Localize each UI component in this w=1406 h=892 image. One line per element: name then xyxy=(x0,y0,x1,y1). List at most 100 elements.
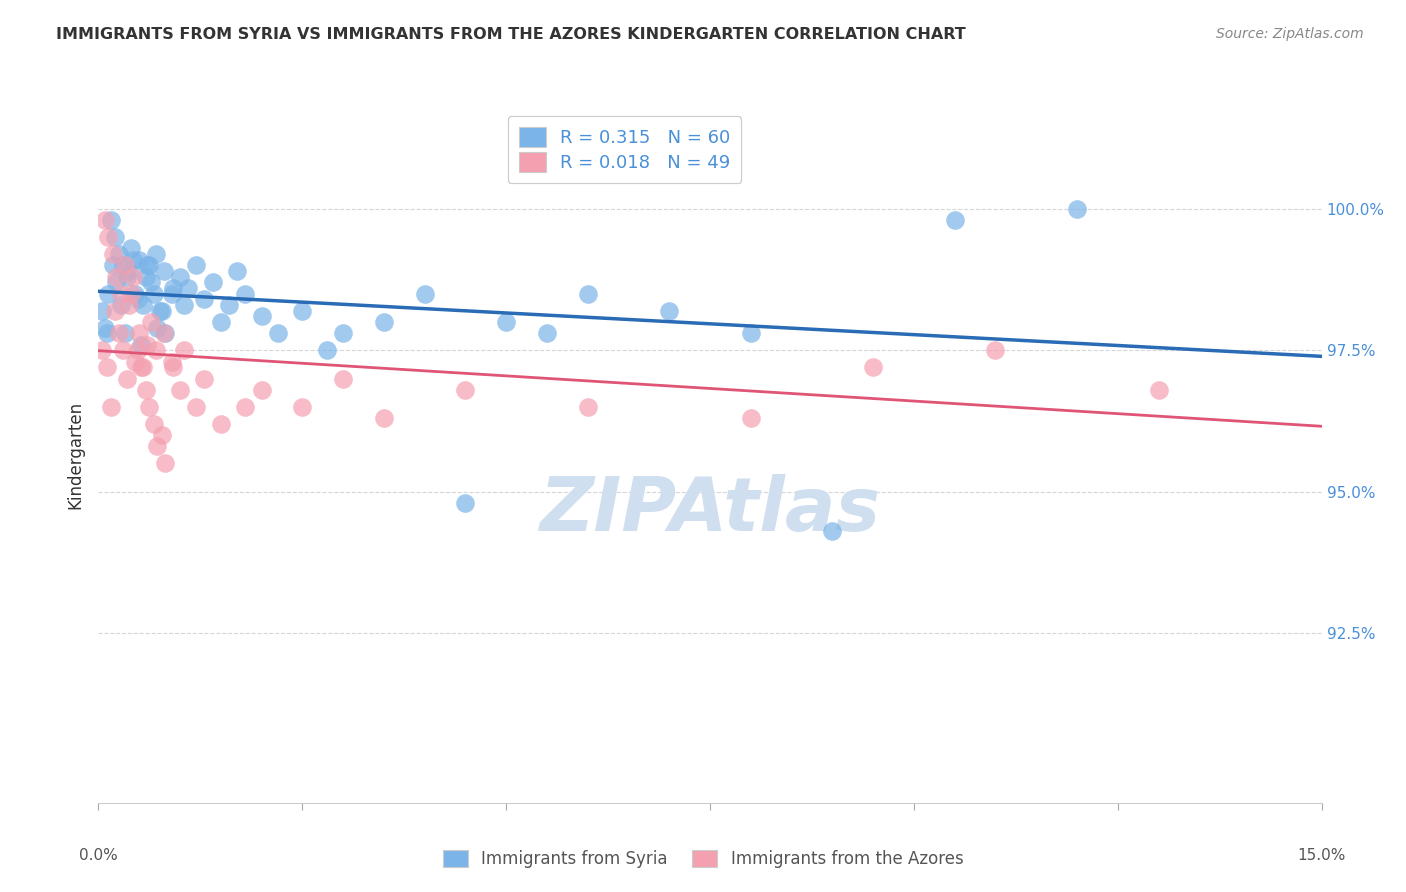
Point xyxy=(96,360,118,375)
Point xyxy=(821,524,844,539)
Point xyxy=(127,293,149,307)
Y-axis label: Kindergarten: Kindergarten xyxy=(66,401,84,509)
Point xyxy=(136,259,159,273)
Point xyxy=(209,315,232,329)
Point xyxy=(100,400,122,414)
Point xyxy=(658,303,681,318)
Point xyxy=(373,315,395,329)
Point xyxy=(226,264,249,278)
Point xyxy=(129,360,152,375)
Point xyxy=(121,252,143,267)
Point xyxy=(740,411,762,425)
Point xyxy=(291,303,314,318)
Point xyxy=(315,343,337,358)
Point xyxy=(150,303,173,318)
Point xyxy=(115,371,138,385)
Point xyxy=(740,326,762,341)
Point xyxy=(193,293,215,307)
Point xyxy=(101,259,124,273)
Point xyxy=(91,303,114,318)
Legend: Immigrants from Syria, Immigrants from the Azores: Immigrants from Syria, Immigrants from t… xyxy=(436,843,970,875)
Point xyxy=(984,343,1007,358)
Point xyxy=(177,281,200,295)
Point xyxy=(132,298,155,312)
Point xyxy=(162,281,184,295)
Point xyxy=(110,286,132,301)
Point xyxy=(155,457,177,471)
Point xyxy=(233,286,256,301)
Point xyxy=(105,269,128,284)
Point xyxy=(169,383,191,397)
Point xyxy=(160,354,183,368)
Point xyxy=(120,286,142,301)
Point xyxy=(201,276,224,290)
Point xyxy=(1147,383,1170,397)
Point xyxy=(160,286,183,301)
Point xyxy=(576,400,599,414)
Point xyxy=(108,326,131,341)
Point xyxy=(94,320,117,334)
Point xyxy=(332,326,354,341)
Text: 15.0%: 15.0% xyxy=(1298,848,1346,863)
Point xyxy=(454,496,477,510)
Point xyxy=(136,337,159,351)
Point xyxy=(114,326,136,341)
Point xyxy=(105,276,128,290)
Point xyxy=(250,310,273,324)
Point xyxy=(1066,202,1088,216)
Point xyxy=(97,230,120,244)
Point xyxy=(267,326,290,341)
Point xyxy=(291,400,314,414)
Point xyxy=(250,383,273,397)
Point xyxy=(138,400,160,414)
Point xyxy=(186,400,208,414)
Text: 0.0%: 0.0% xyxy=(79,848,118,863)
Legend: R = 0.315   N = 60, R = 0.018   N = 49: R = 0.315 N = 60, R = 0.018 N = 49 xyxy=(508,116,741,183)
Point xyxy=(146,320,169,334)
Point xyxy=(135,383,157,397)
Point xyxy=(173,298,195,312)
Point xyxy=(118,264,141,278)
Point xyxy=(145,343,167,358)
Point xyxy=(111,343,134,358)
Point xyxy=(100,213,122,227)
Point xyxy=(150,428,173,442)
Point xyxy=(142,286,165,301)
Point xyxy=(132,360,155,375)
Point xyxy=(332,371,354,385)
Point xyxy=(169,269,191,284)
Point xyxy=(218,298,240,312)
Point xyxy=(943,213,966,227)
Point xyxy=(114,259,136,273)
Text: IMMIGRANTS FROM SYRIA VS IMMIGRANTS FROM THE AZORES KINDERGARTEN CORRELATION CHA: IMMIGRANTS FROM SYRIA VS IMMIGRANTS FROM… xyxy=(56,27,966,42)
Point xyxy=(115,269,138,284)
Point xyxy=(110,298,132,312)
Point xyxy=(152,326,174,341)
Point xyxy=(146,439,169,453)
Point xyxy=(145,247,167,261)
Point xyxy=(141,315,163,329)
Point xyxy=(104,303,127,318)
Point xyxy=(413,286,436,301)
Point xyxy=(162,360,184,375)
Point xyxy=(111,259,134,273)
Point xyxy=(121,269,143,284)
Point xyxy=(454,383,477,397)
Point xyxy=(536,326,558,341)
Text: Source: ZipAtlas.com: Source: ZipAtlas.com xyxy=(1216,27,1364,41)
Point xyxy=(91,343,114,358)
Point xyxy=(155,326,177,341)
Point xyxy=(173,343,195,358)
Point xyxy=(124,354,146,368)
Point xyxy=(576,286,599,301)
Text: ZIPAtlas: ZIPAtlas xyxy=(540,474,880,547)
Point xyxy=(193,371,215,385)
Point xyxy=(209,417,232,431)
Point xyxy=(120,242,142,256)
Point xyxy=(149,303,172,318)
Point xyxy=(96,326,118,341)
Point xyxy=(118,298,141,312)
Point xyxy=(186,259,208,273)
Point xyxy=(141,276,163,290)
Point xyxy=(124,286,146,301)
